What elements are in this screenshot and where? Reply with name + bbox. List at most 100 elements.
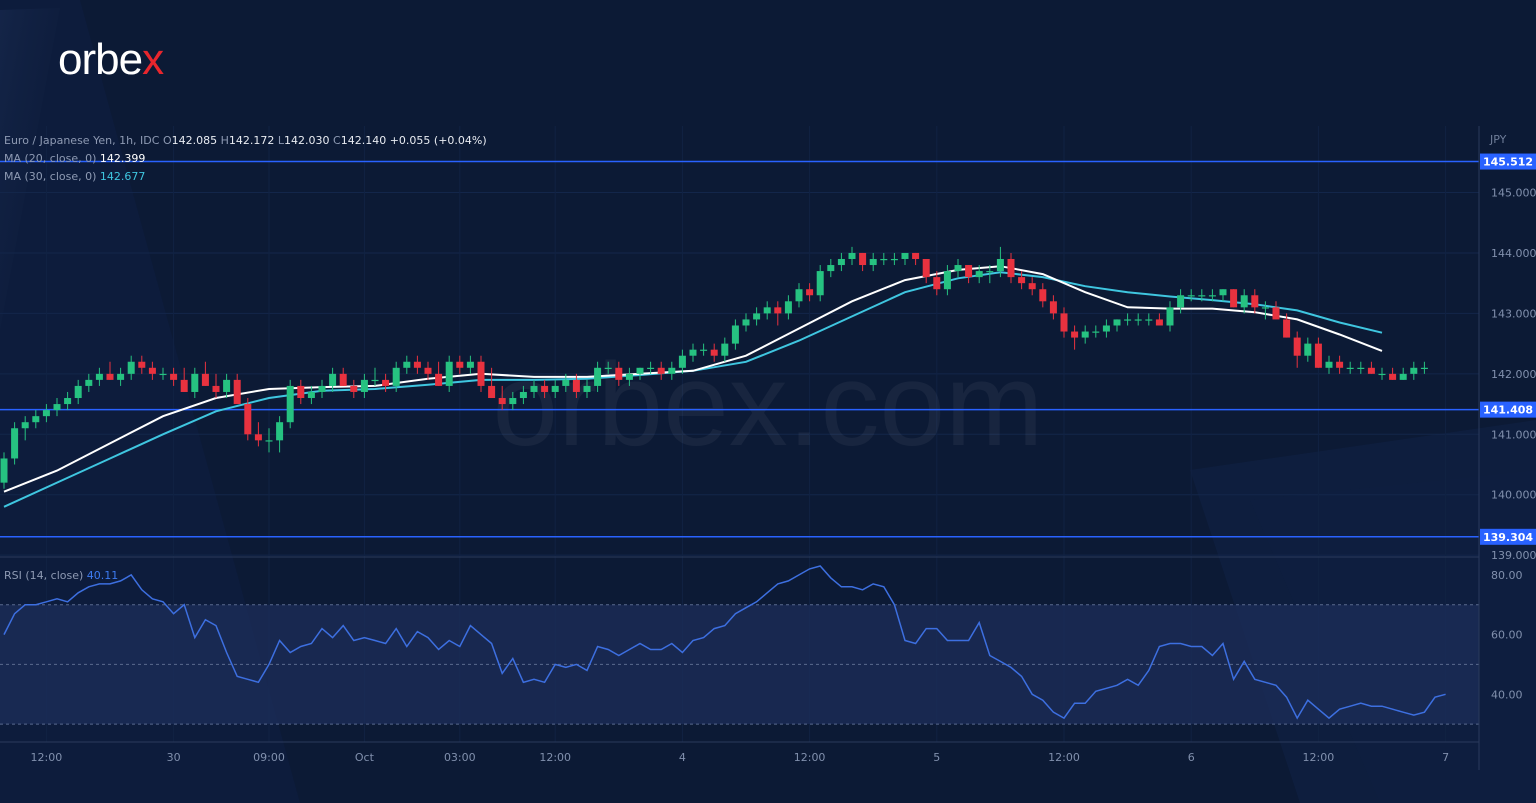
candle-body — [1049, 301, 1057, 314]
ma30-line — [3, 271, 1383, 508]
candle — [996, 246, 1004, 278]
candle-body — [201, 373, 209, 386]
candle-body — [32, 416, 40, 423]
candle — [816, 265, 824, 302]
candle-body — [922, 258, 930, 278]
candle — [0, 452, 8, 489]
candle-body — [42, 410, 50, 417]
candle — [731, 319, 739, 350]
candle-body — [1113, 319, 1121, 326]
candle-body — [85, 379, 93, 386]
candle — [276, 416, 284, 453]
time-tick-label: 12:00 — [794, 751, 826, 764]
time-tick-label: 5 — [933, 751, 940, 764]
price-tick-label: 144.000 — [1491, 247, 1536, 260]
candle — [763, 301, 771, 320]
candle-body — [106, 373, 114, 380]
symbol-label: Euro / Japanese Yen, 1h, IDC — [4, 134, 160, 147]
time-tick-label: 12:00 — [1048, 751, 1080, 764]
candle-body — [127, 361, 135, 374]
close-value: 142.140 — [340, 134, 387, 147]
candle — [1230, 289, 1238, 308]
change-value: +0.055 (+0.04%) — [389, 134, 487, 147]
candle — [11, 422, 19, 465]
high-value: 142.172 — [228, 134, 275, 147]
candle-body — [445, 361, 453, 386]
candle-body — [212, 385, 220, 392]
candle — [488, 367, 496, 399]
candle-body — [1251, 295, 1259, 308]
candle-body — [276, 422, 284, 441]
candle-body — [890, 258, 898, 261]
candle-body — [1410, 367, 1418, 374]
candle-body — [1208, 295, 1216, 297]
candle-body — [1367, 367, 1375, 374]
candle — [1018, 271, 1026, 290]
candle — [1134, 313, 1142, 326]
candle — [382, 373, 390, 392]
candle — [64, 391, 72, 411]
candle-body — [1230, 289, 1238, 308]
candle-body — [435, 373, 443, 386]
ma30-value: 142.677 — [99, 170, 146, 183]
candle-body — [233, 379, 241, 405]
candle-body — [1092, 331, 1100, 333]
candle-body — [784, 301, 792, 314]
level-price-tag — [1480, 401, 1536, 418]
candle — [647, 361, 655, 374]
candle-body — [975, 271, 983, 278]
candle — [922, 258, 930, 284]
candle — [21, 416, 29, 441]
candle-body — [382, 379, 390, 386]
candle-body — [0, 458, 8, 483]
candle — [1166, 301, 1174, 332]
candle — [530, 379, 538, 399]
candle-body — [265, 440, 273, 442]
candle — [943, 265, 951, 296]
candle-body — [318, 385, 326, 392]
candle — [1028, 277, 1036, 296]
open-value: 142.085 — [171, 134, 218, 147]
candle — [1092, 325, 1100, 338]
candle — [223, 373, 231, 399]
candle-body — [530, 385, 538, 392]
candle — [562, 373, 570, 392]
candle-body — [774, 307, 782, 314]
rsi-tick-label: 80.00 — [1491, 569, 1523, 582]
candle-body — [943, 271, 951, 290]
candle-body — [795, 289, 803, 302]
candle-body — [657, 367, 665, 374]
candle — [1071, 325, 1079, 350]
level-price-label: 141.408 — [1483, 404, 1533, 417]
candle-body — [1155, 319, 1163, 326]
candle — [1367, 361, 1375, 374]
watermark-text: orbex.com — [493, 339, 1044, 471]
candle-body — [159, 373, 167, 376]
candle-body — [360, 379, 368, 392]
candle — [1240, 289, 1248, 314]
candle — [1410, 361, 1418, 380]
candle — [360, 373, 368, 399]
candle — [806, 283, 814, 302]
candle — [1314, 337, 1322, 368]
candle — [890, 252, 898, 266]
ma30-legend: MA (30, close, 0) 142.677 — [4, 170, 146, 183]
candle-body — [700, 349, 708, 351]
price-tick-label: 140.000 — [1491, 489, 1536, 502]
candle-body — [297, 385, 305, 399]
candle-body — [710, 349, 718, 356]
candle — [180, 367, 188, 392]
candle-body — [615, 367, 623, 380]
price-tick-label: 139.000 — [1491, 549, 1536, 562]
level-price-tag — [1480, 153, 1536, 170]
candle-body — [95, 373, 103, 380]
candle — [1272, 301, 1280, 320]
candle-body — [551, 385, 559, 392]
candle — [625, 367, 633, 386]
candle — [148, 361, 156, 380]
candle — [901, 252, 909, 266]
level-price-label: 139.304 — [1483, 531, 1533, 544]
candle — [700, 343, 708, 356]
candle — [201, 361, 209, 386]
